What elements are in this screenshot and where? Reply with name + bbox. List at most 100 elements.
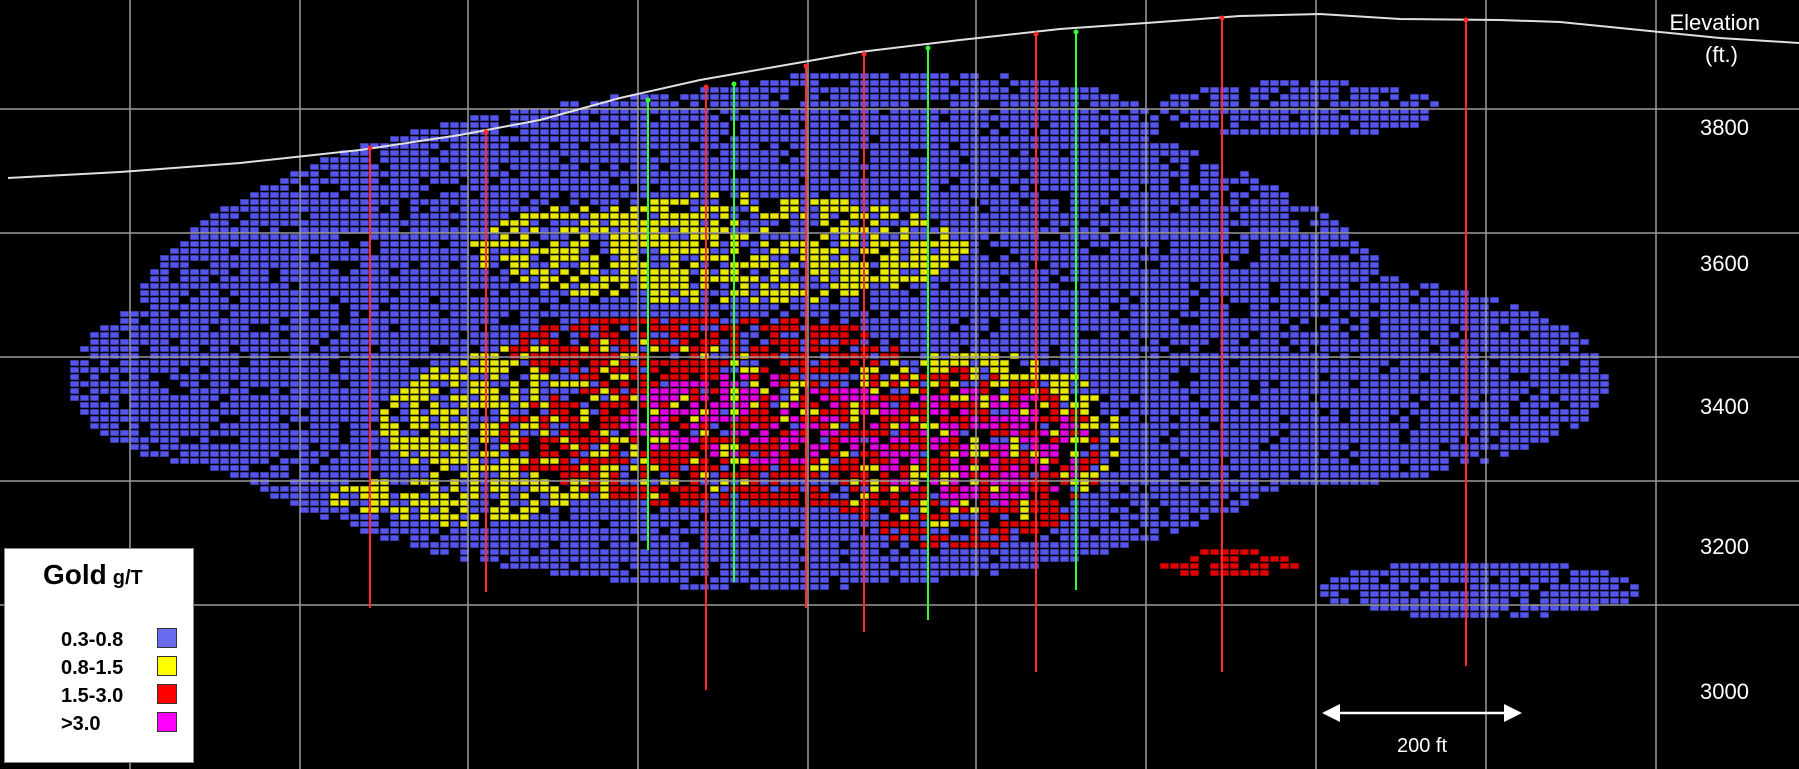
block-cell xyxy=(589,366,600,374)
block-cell xyxy=(669,163,680,171)
block-cell xyxy=(649,128,660,136)
block-cell xyxy=(1489,352,1500,360)
block-cell xyxy=(309,317,320,325)
block-cell xyxy=(909,338,920,346)
block-cell xyxy=(849,142,860,150)
block-cell xyxy=(1059,107,1070,115)
block-cell xyxy=(239,275,250,283)
block-cell xyxy=(409,226,420,234)
block-cell xyxy=(489,296,500,304)
block-cell xyxy=(69,380,80,388)
block-cell xyxy=(1039,352,1050,360)
block-cell xyxy=(139,310,150,318)
block-cell xyxy=(699,191,710,199)
block-cell xyxy=(969,79,980,87)
block-cell xyxy=(549,163,560,171)
block-cell xyxy=(779,254,790,262)
block-cell xyxy=(1359,100,1370,108)
block-cell xyxy=(1169,317,1180,325)
block-cell xyxy=(1049,198,1060,206)
block-cell xyxy=(1079,107,1090,115)
block-cell xyxy=(829,128,840,136)
block-cell xyxy=(819,121,830,129)
block-cell xyxy=(549,177,560,185)
block-cell xyxy=(1069,86,1080,94)
block-cell xyxy=(1349,240,1360,248)
block-cell xyxy=(449,282,460,290)
block-cell xyxy=(779,261,790,269)
block-cell xyxy=(559,261,570,269)
block-cell xyxy=(1009,380,1020,388)
block-cell xyxy=(259,317,270,325)
block-cell xyxy=(1389,107,1400,115)
block-cell xyxy=(449,345,460,353)
block-cell xyxy=(939,289,950,297)
block-cell xyxy=(969,345,980,353)
block-cell xyxy=(429,219,440,227)
block-cell xyxy=(739,289,750,297)
block-cell xyxy=(219,401,230,409)
block-cell xyxy=(1119,352,1130,360)
block-cell xyxy=(899,142,910,150)
block-cell xyxy=(79,380,90,388)
block-cell xyxy=(579,254,590,262)
block-cell xyxy=(979,107,990,115)
block-cell xyxy=(289,170,300,178)
block-cell xyxy=(1219,212,1230,220)
block-cell xyxy=(1449,296,1460,304)
block-cell xyxy=(429,303,440,311)
block-cell xyxy=(1129,163,1140,171)
block-cell xyxy=(719,275,730,283)
block-cell xyxy=(1259,212,1270,220)
block-cell xyxy=(429,163,440,171)
block-cell xyxy=(1009,191,1020,199)
block-cell xyxy=(659,93,670,101)
block-cell xyxy=(499,380,510,388)
block-cell xyxy=(1019,401,1030,409)
block-cell xyxy=(1479,401,1490,409)
block-cell xyxy=(1549,338,1560,346)
block-cell xyxy=(459,401,470,409)
block-cell xyxy=(1009,212,1020,220)
block-cell xyxy=(1349,268,1360,276)
block-cell xyxy=(1339,303,1350,311)
block-cell xyxy=(869,226,880,234)
block-cell xyxy=(829,156,840,164)
block-cell xyxy=(649,275,660,283)
block-cell xyxy=(469,338,480,346)
block-cell xyxy=(589,135,600,143)
block-cell xyxy=(339,345,350,353)
block-cell xyxy=(1089,366,1100,374)
block-cell xyxy=(519,373,530,381)
block-cell xyxy=(1269,114,1280,122)
block-cell xyxy=(869,331,880,339)
block-cell xyxy=(1549,324,1560,332)
block-cell xyxy=(899,408,910,416)
block-cell xyxy=(1189,408,1200,416)
block-cell xyxy=(1139,121,1150,129)
block-cell xyxy=(1069,212,1080,220)
block-cell xyxy=(469,219,480,227)
block-cell xyxy=(949,338,960,346)
block-cell xyxy=(429,289,440,297)
block-cell xyxy=(139,359,150,367)
block-cell xyxy=(309,219,320,227)
block-cell xyxy=(299,331,310,339)
block-cell xyxy=(349,282,360,290)
block-cell xyxy=(1239,114,1250,122)
block-cell xyxy=(539,296,550,304)
block-cell xyxy=(569,156,580,164)
block-cell xyxy=(1079,226,1090,234)
block-cell xyxy=(1189,149,1200,157)
block-cell xyxy=(1159,324,1170,332)
block-cell xyxy=(1359,373,1370,381)
block-cell xyxy=(579,191,590,199)
block-cell xyxy=(569,163,580,171)
block-cell xyxy=(1019,184,1030,192)
block-cell xyxy=(989,401,1000,409)
block-cell xyxy=(419,198,430,206)
block-cell xyxy=(419,345,430,353)
block-cell xyxy=(869,387,880,395)
block-cell xyxy=(669,149,680,157)
block-cell xyxy=(959,352,970,360)
